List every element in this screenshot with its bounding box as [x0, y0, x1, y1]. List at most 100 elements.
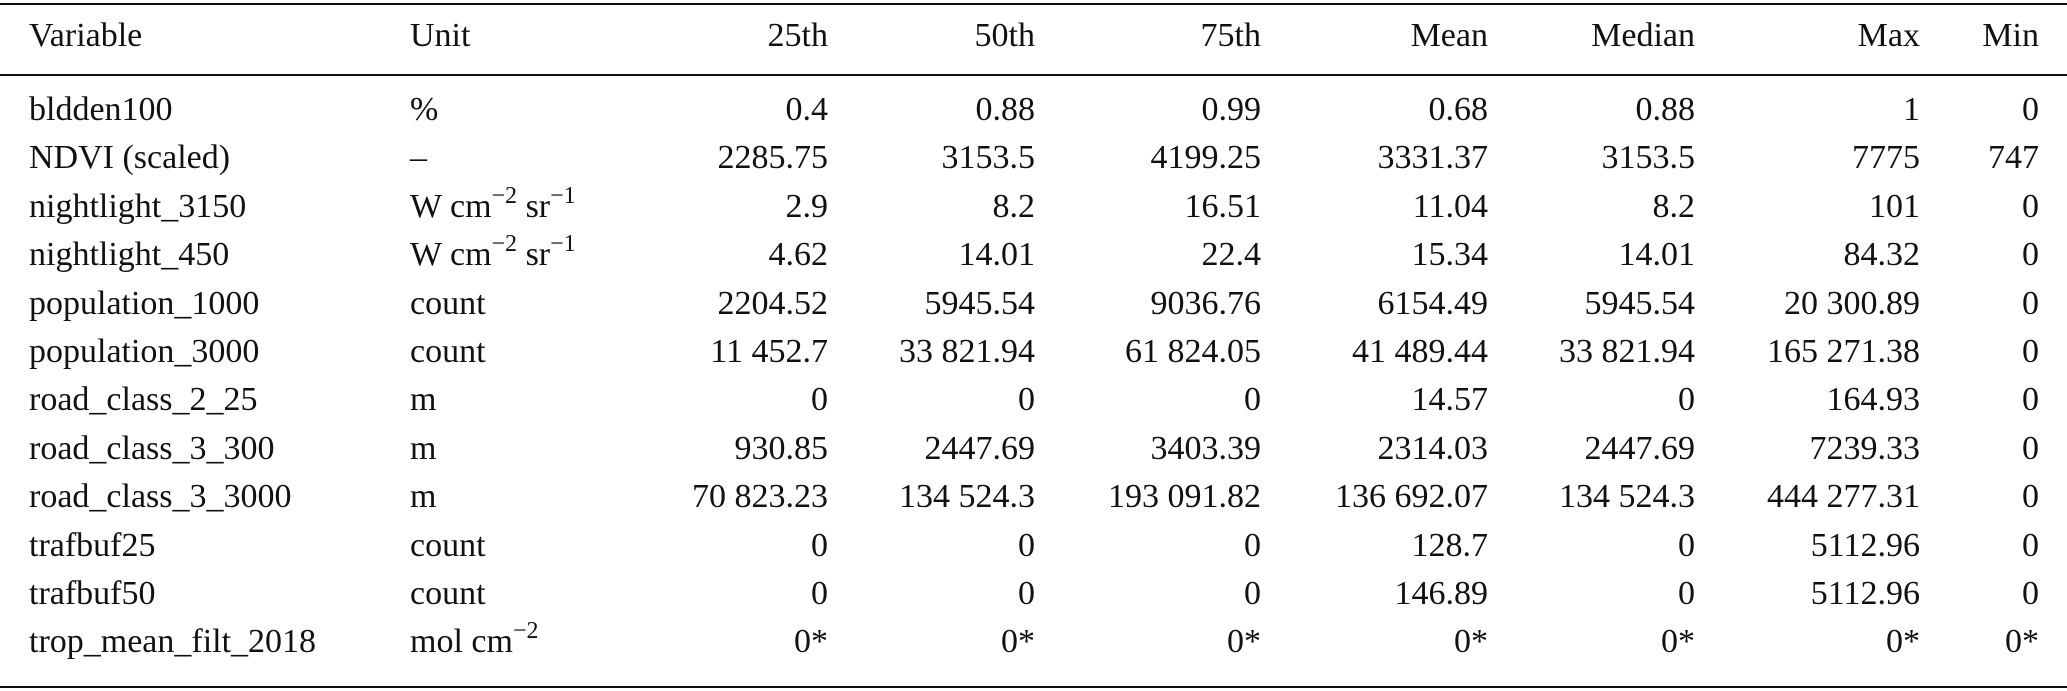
unit-text: % — [410, 91, 439, 128]
unit-text: count — [410, 333, 486, 370]
value-cell: 8.2 — [1652, 187, 1696, 225]
value-cell: 5112.96 — [1810, 526, 1920, 564]
value-cell: 0.88 — [975, 91, 1036, 128]
header-cell: Mean — [1410, 17, 1488, 54]
value-cell: 4199.25 — [1150, 139, 1262, 177]
value-cell: 146.89 — [1394, 575, 1489, 612]
unit-exponent: −1 — [550, 231, 576, 258]
unit-cell: mol cm−2 — [410, 619, 538, 661]
value-cell: 0 — [1678, 381, 1695, 419]
value-cell: 0 — [1018, 575, 1035, 612]
unit-text: W cm — [410, 187, 492, 225]
value-cell: 747 — [1988, 139, 2039, 177]
value-cell: 70 823.23 — [692, 478, 828, 516]
value-cell: 22.4 — [1201, 236, 1262, 274]
value-cell: 15.34 — [1411, 236, 1489, 274]
header-cell: Median — [1591, 17, 1695, 54]
header-cell: 25th — [767, 17, 828, 54]
unit-cell: – — [410, 141, 427, 175]
value-cell: 3331.37 — [1377, 139, 1489, 177]
unit-text: mol cm — [410, 623, 513, 661]
unit-text: m — [410, 429, 437, 467]
value-cell: 6154.49 — [1377, 284, 1489, 322]
value-cell: 14.01 — [1618, 236, 1696, 274]
unit-text: count — [410, 575, 486, 612]
value-cell: 134 524.3 — [1559, 478, 1695, 516]
value-cell: 0 — [811, 575, 828, 612]
value-cell: 3403.39 — [1150, 429, 1262, 467]
variable-cell: road_class_2_25 — [29, 381, 258, 419]
value-cell: 0* — [1661, 623, 1695, 661]
unit-text: m — [410, 478, 437, 516]
value-cell: 0* — [1454, 623, 1488, 661]
unit-text: count — [410, 526, 486, 564]
value-cell: 0 — [2022, 381, 2039, 419]
unit-text: sr — [517, 236, 551, 274]
unit-cell: count — [410, 335, 486, 369]
value-cell: 14.01 — [958, 236, 1036, 274]
header-cell: Unit — [410, 17, 471, 54]
unit-cell: m — [410, 383, 436, 417]
value-cell: 0* — [794, 623, 828, 661]
value-cell: 0.88 — [1635, 91, 1696, 128]
unit-cell: count — [410, 577, 486, 611]
unit-text: sr — [517, 187, 551, 225]
value-cell: 41 489.44 — [1352, 333, 1488, 370]
value-cell: 5945.54 — [924, 284, 1036, 322]
bottom-rule — [0, 686, 2067, 688]
value-cell: 33 821.94 — [1559, 333, 1695, 370]
variable-cell: NDVI (scaled) — [29, 139, 231, 177]
value-cell: 11.04 — [1412, 187, 1488, 225]
value-cell: 0 — [2022, 526, 2039, 564]
value-cell: 11 452.7 — [710, 333, 828, 370]
value-cell: 3153.5 — [1601, 139, 1696, 177]
header-cell: 50th — [974, 17, 1035, 54]
value-cell: 0 — [2022, 236, 2039, 274]
variable-cell: trafbuf25 — [29, 526, 156, 564]
value-cell: 0 — [811, 526, 828, 564]
variable-cell: population_1000 — [29, 284, 260, 322]
unit-cell: W cm−2 sr−1 — [410, 184, 576, 225]
value-cell: 2447.69 — [1584, 429, 1696, 467]
header-cell: Variable — [29, 17, 143, 54]
value-cell: 5112.96 — [1810, 575, 1920, 612]
value-cell: 9036.76 — [1150, 284, 1262, 322]
unit-exponent: −2 — [491, 231, 518, 258]
value-cell: 134 524.3 — [899, 478, 1035, 516]
value-cell: 165 271.38 — [1767, 333, 1920, 370]
unit-text: W cm — [410, 236, 492, 274]
value-cell: 2204.52 — [717, 284, 829, 322]
value-cell: 0 — [811, 381, 828, 419]
value-cell: 0 — [1244, 526, 1261, 564]
value-cell: 1 — [1903, 91, 1920, 128]
header-cell: Min — [1982, 17, 2039, 54]
value-cell: 0 — [1018, 381, 1035, 419]
value-cell: 0* — [1001, 623, 1035, 661]
value-cell: 0* — [2005, 623, 2039, 661]
value-cell: 2.9 — [785, 187, 829, 225]
unit-exponent: −2 — [512, 618, 539, 645]
value-cell: 16.51 — [1184, 187, 1262, 225]
unit-text: count — [410, 284, 486, 322]
value-cell: 2285.75 — [717, 139, 829, 177]
value-cell: 136 692.07 — [1335, 478, 1488, 516]
value-cell: 193 091.82 — [1108, 478, 1261, 516]
value-cell: 0 — [2022, 187, 2039, 225]
value-cell: 0 — [2022, 478, 2039, 516]
unit-cell: count — [410, 526, 486, 564]
value-cell: 0.68 — [1428, 91, 1489, 128]
value-cell: 0* — [1886, 623, 1920, 661]
unit-text: – — [410, 139, 427, 177]
value-cell: 84.32 — [1843, 236, 1921, 274]
value-cell: 0 — [2022, 91, 2039, 128]
unit-cell: % — [410, 93, 438, 127]
unit-cell: m — [410, 480, 436, 514]
value-cell: 101 — [1869, 187, 1920, 225]
value-cell: 0 — [2022, 575, 2039, 612]
value-cell: 0 — [2022, 333, 2039, 370]
value-cell: 0* — [1227, 623, 1261, 661]
value-cell: 930.85 — [734, 429, 829, 467]
value-cell: 0.4 — [785, 91, 829, 128]
value-cell: 0 — [1244, 575, 1261, 612]
unit-text: m — [410, 381, 437, 419]
